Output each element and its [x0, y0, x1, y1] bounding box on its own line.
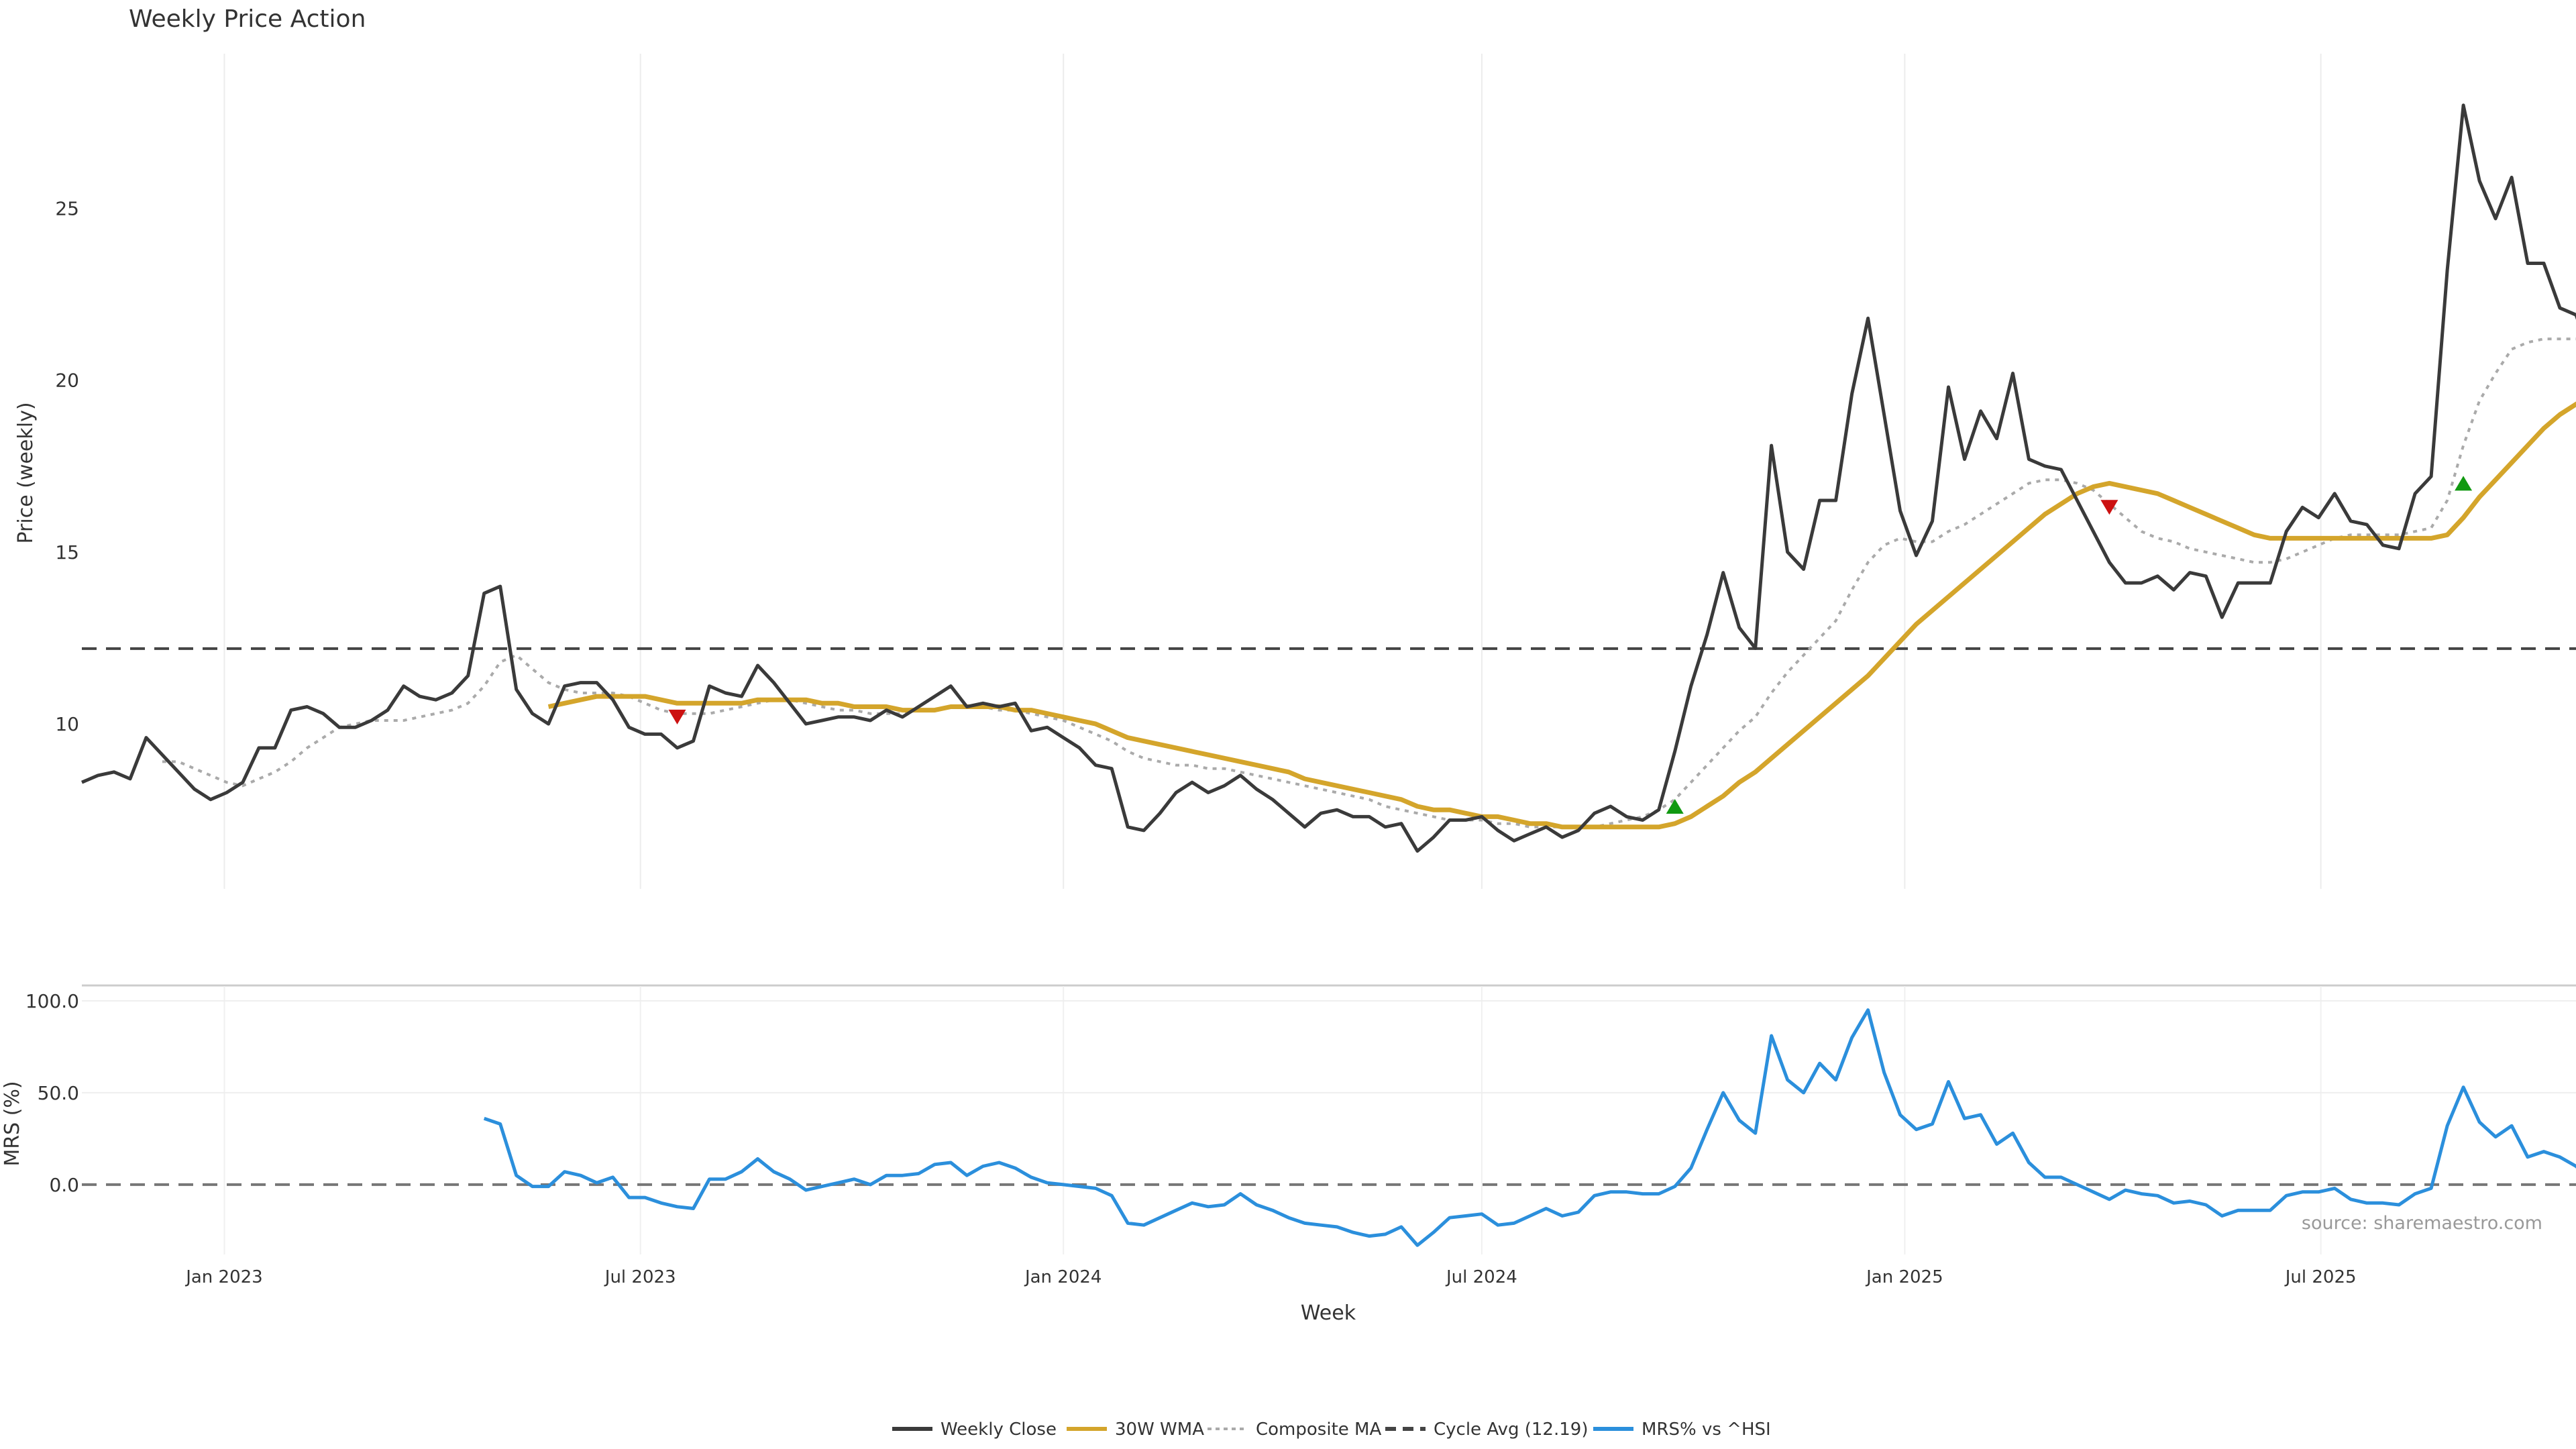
- legend-label: Cycle Avg (12.19): [1434, 1419, 1588, 1440]
- x-tick-label: Jan 2025: [1865, 1267, 1943, 1287]
- price-grid: [223, 54, 2322, 889]
- x-tick-label: Jul 2025: [2284, 1267, 2357, 1287]
- price-y-tick-label: 25: [55, 198, 79, 220]
- price-y-ticks: 10 15 20 25: [55, 198, 79, 736]
- x-tick-label: Jan 2023: [184, 1267, 263, 1287]
- mrs-y-axis-label: MRS (%): [1, 1081, 24, 1166]
- mrs-y-ticks: 0.0 50.0 100.0: [25, 990, 79, 1196]
- signal-markers: [668, 476, 2473, 814]
- sell-signal-marker: [668, 709, 686, 724]
- legend-label: Composite MA: [1256, 1419, 1381, 1440]
- legend: Weekly Close 30W WMA Composite MA Cycle Avg…: [892, 1419, 1771, 1440]
- x-tick-label: Jul 2023: [604, 1267, 676, 1287]
- source-note: source: sharemaestro.com: [2302, 1213, 2542, 1234]
- sell-signal-marker: [2100, 500, 2118, 515]
- buy-signal-marker: [2455, 476, 2473, 491]
- legend-label: 30W WMA: [1115, 1419, 1204, 1440]
- price-y-axis-label: Price (weekly): [14, 402, 38, 543]
- price-y-tick-label: 15: [55, 541, 79, 564]
- mrs-y-tick-label: 0.0: [49, 1174, 79, 1196]
- mrs-y-tick-label: 50.0: [38, 1082, 79, 1104]
- composite-ma-line: [162, 337, 2576, 828]
- price-y-tick-label: 20: [55, 370, 79, 392]
- x-axis-ticks: Jan 2023 Jul 2023 Jan 2024 Jul 2024 Jan 2025…: [184, 1267, 2356, 1287]
- mrs-line: [483, 1008, 2576, 1247]
- x-tick-label: Jul 2024: [1445, 1267, 1517, 1287]
- x-axis-label: Week: [1301, 1301, 1356, 1325]
- mrs-y-tick-label: 100.0: [25, 990, 79, 1012]
- price-y-tick-label: 10: [55, 713, 79, 735]
- weekly-close-line: [81, 103, 2576, 853]
- chart-title: Weekly Price Action: [129, 5, 366, 33]
- buy-signal-marker: [1666, 799, 1684, 814]
- wma-30-line: [547, 401, 2576, 830]
- legend-label: MRS% vs ^HSI: [1642, 1419, 1771, 1440]
- x-tick-label: Jan 2024: [1024, 1267, 1102, 1287]
- legend-label: Weekly Close: [941, 1419, 1057, 1440]
- mrs-grid: [82, 986, 2576, 1254]
